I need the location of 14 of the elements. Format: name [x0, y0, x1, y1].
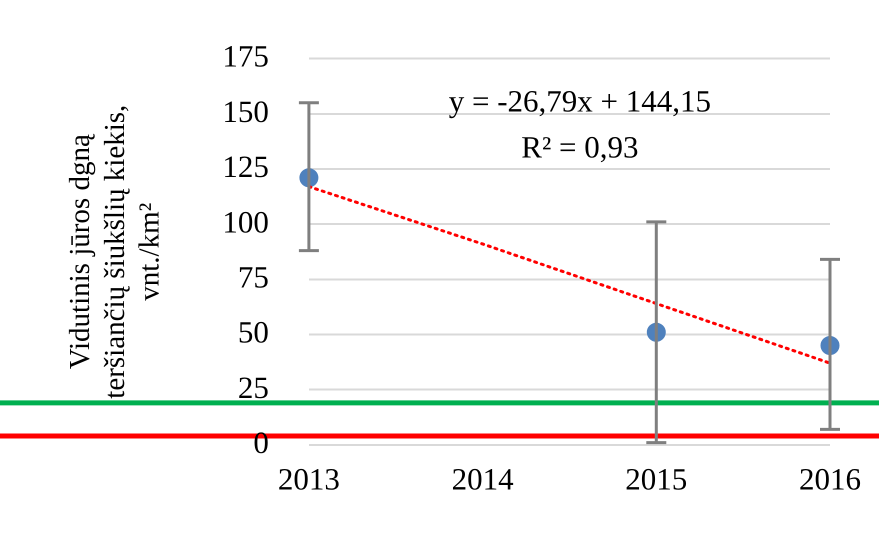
x-tick-label: 2015: [625, 462, 688, 497]
y-tick-label: 175: [222, 38, 269, 74]
y-tick-label: 100: [222, 204, 269, 240]
annotation: y = -26,79x + 144,15: [448, 84, 712, 119]
y-tick-label: 125: [222, 149, 269, 184]
annotation: R² = 0,93: [521, 130, 638, 165]
y-tick-label: 75: [238, 259, 269, 294]
x-tick-label: 2016: [799, 462, 861, 497]
y-tick-label: 150: [222, 94, 269, 129]
y-tick-label: 50: [238, 314, 269, 350]
x-tick-label: 2014: [452, 462, 514, 497]
y-tick-label: 25: [238, 370, 269, 405]
y-axis-title: Vidutinis jūros dgną teršiančių šiukšlių kiekis, vnt./km²: [64, 104, 166, 399]
x-tick-label: 2013: [278, 462, 340, 497]
